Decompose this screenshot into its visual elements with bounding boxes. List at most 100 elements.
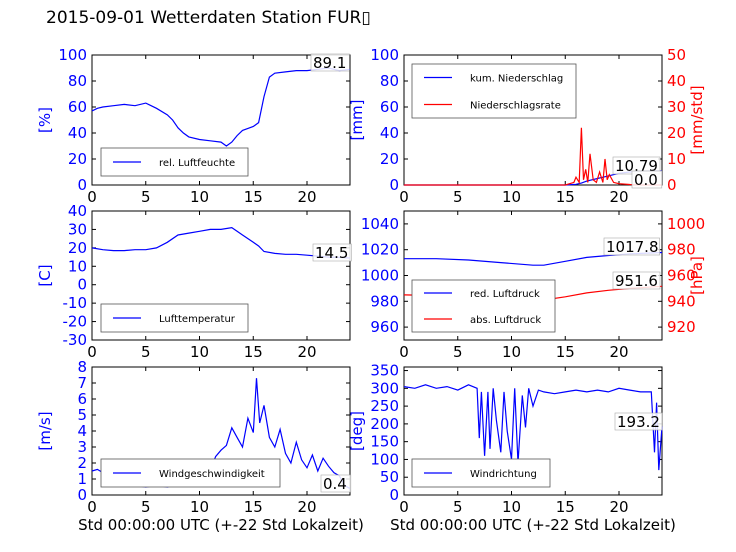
x-tick-label: 20 bbox=[609, 343, 628, 361]
y-tick-label: 0 bbox=[77, 276, 87, 294]
last-value-label: 89.1 bbox=[313, 54, 346, 72]
x-tick-label: 15 bbox=[556, 343, 575, 361]
y-tick-label: 40 bbox=[68, 124, 87, 142]
y-right-tick-label: 0 bbox=[667, 176, 677, 194]
y-tick-label: 6 bbox=[77, 390, 87, 408]
x-tick-label: 10 bbox=[502, 188, 521, 206]
last-value-label: 193.2 bbox=[617, 413, 660, 431]
y-tick-label: 0 bbox=[77, 486, 87, 504]
value-label-box bbox=[312, 243, 352, 262]
x-tick-label: 20 bbox=[297, 343, 316, 361]
y-right-tick-label: 30 bbox=[667, 98, 686, 116]
x-tick-label: 5 bbox=[453, 498, 463, 516]
y-tick-label: 60 bbox=[68, 98, 87, 116]
x-tick-label: 15 bbox=[244, 188, 263, 206]
legend-label: rel. Luftfeuchte bbox=[159, 158, 235, 169]
y-tick-label: 150 bbox=[370, 433, 399, 451]
y-right-tick-label: 1000 bbox=[667, 215, 705, 233]
x-tick-label: 10 bbox=[190, 188, 209, 206]
y-tick-label: 1040 bbox=[361, 215, 399, 233]
y-tick-label: -30 bbox=[63, 331, 88, 349]
y-tick-label: 0 bbox=[77, 176, 87, 194]
series-line-lufttemperatur bbox=[91, 226, 351, 259]
y-right-tick-label: 20 bbox=[667, 124, 686, 142]
last-value-label: 10.79 bbox=[615, 157, 658, 175]
x-tick-label: 10 bbox=[190, 343, 209, 361]
x-tick-label: 10 bbox=[502, 498, 521, 516]
chart-title: 2015-09-01 Wetterdaten Station FUR▯ bbox=[46, 8, 371, 28]
x-tick-label: 15 bbox=[244, 343, 263, 361]
y-tick-label: 50 bbox=[380, 468, 399, 486]
y-tick-label: 20 bbox=[68, 239, 87, 257]
x-tick-label: 10 bbox=[502, 343, 521, 361]
y-tick-label: 0 bbox=[389, 486, 399, 504]
y-tick-label: 30 bbox=[68, 220, 87, 238]
y-axis-label: [m/s] bbox=[36, 411, 54, 450]
y-right-tick-label: 920 bbox=[667, 318, 696, 336]
y-tick-label: 200 bbox=[370, 415, 399, 433]
x-tick-label: 15 bbox=[556, 498, 575, 516]
y-right-tick-label: 50 bbox=[667, 46, 686, 64]
x-tick-label: 20 bbox=[297, 498, 316, 516]
value-label-box bbox=[612, 271, 661, 290]
y-tick-label: 960 bbox=[370, 318, 399, 336]
last-value-label: 14.5 bbox=[315, 244, 348, 262]
legend-box bbox=[411, 63, 577, 119]
value-label-box bbox=[603, 237, 660, 256]
x-tick-label: 20 bbox=[297, 188, 316, 206]
x-tick-label: 0 bbox=[87, 188, 97, 206]
y-tick-label: 7 bbox=[77, 374, 87, 392]
y-tick-label: 40 bbox=[68, 202, 87, 220]
y-tick-label: 250 bbox=[370, 397, 399, 415]
y-right-axis-label: [mm/std] bbox=[688, 85, 706, 154]
x-tick-label: 15 bbox=[556, 188, 575, 206]
value-label-box bbox=[310, 53, 350, 72]
x-tick-label: 5 bbox=[141, 498, 151, 516]
x-tick-label: 5 bbox=[141, 343, 151, 361]
x-tick-label: 0 bbox=[87, 343, 97, 361]
y-tick-label: 0 bbox=[389, 176, 399, 194]
y-tick-label: 3 bbox=[77, 438, 87, 456]
y-axis-label: [mm] bbox=[348, 100, 366, 141]
y-right-tick-label: 960 bbox=[667, 267, 696, 285]
y-tick-label: 20 bbox=[380, 150, 399, 168]
y-tick-label: 4 bbox=[77, 422, 87, 440]
legend-label: Lufttemperatur bbox=[159, 314, 236, 325]
y-tick-label: 80 bbox=[380, 72, 399, 90]
y-right-tick-label: 940 bbox=[667, 292, 696, 310]
legend-label: kum. Niederschlag bbox=[470, 74, 563, 85]
x-tick-label: 10 bbox=[190, 498, 209, 516]
y-tick-label: 100 bbox=[370, 46, 399, 64]
x-tick-label: 20 bbox=[609, 498, 628, 516]
legend-label: Windrichtung bbox=[470, 469, 537, 480]
last-value-label: 0.0 bbox=[634, 171, 658, 189]
series-line-rel-luftfeuchte bbox=[91, 67, 351, 147]
legend-label: abs. Luftdruck bbox=[470, 315, 541, 326]
x-tick-label: 15 bbox=[244, 498, 263, 516]
y-tick-label: 5 bbox=[77, 406, 87, 424]
y-right-tick-label: 40 bbox=[667, 72, 686, 90]
y-tick-label: 980 bbox=[370, 292, 399, 310]
y-axis-label: [%] bbox=[36, 107, 54, 133]
last-value-label: 0.4 bbox=[323, 475, 347, 493]
value-label-box bbox=[320, 474, 352, 493]
legend-label: red. Luftdruck bbox=[470, 289, 540, 300]
series-line-niederschlagsrate bbox=[404, 127, 662, 186]
y-right-axis-label: [hPa] bbox=[688, 256, 706, 295]
legend-box bbox=[411, 279, 556, 333]
y-tick-label: 2 bbox=[77, 454, 87, 472]
value-label-box bbox=[631, 170, 663, 189]
x-tick-label: 20 bbox=[609, 188, 628, 206]
y-tick-label: 40 bbox=[380, 124, 399, 142]
y-tick-label: 350 bbox=[370, 362, 399, 380]
legend-label: Niederschlagsrate bbox=[470, 101, 561, 112]
y-tick-label: 300 bbox=[370, 379, 399, 397]
y-tick-label: -10 bbox=[63, 294, 88, 312]
y-tick-label: 100 bbox=[58, 46, 87, 64]
x-tick-label: 0 bbox=[87, 498, 97, 516]
x-axis-label: Std 00:00:00 UTC (+-22 Std Lokalzeit) bbox=[78, 516, 364, 534]
plot-frame-humidity bbox=[91, 54, 351, 186]
y-tick-label: 8 bbox=[77, 358, 87, 376]
y-right-tick-label: 10 bbox=[667, 150, 686, 168]
